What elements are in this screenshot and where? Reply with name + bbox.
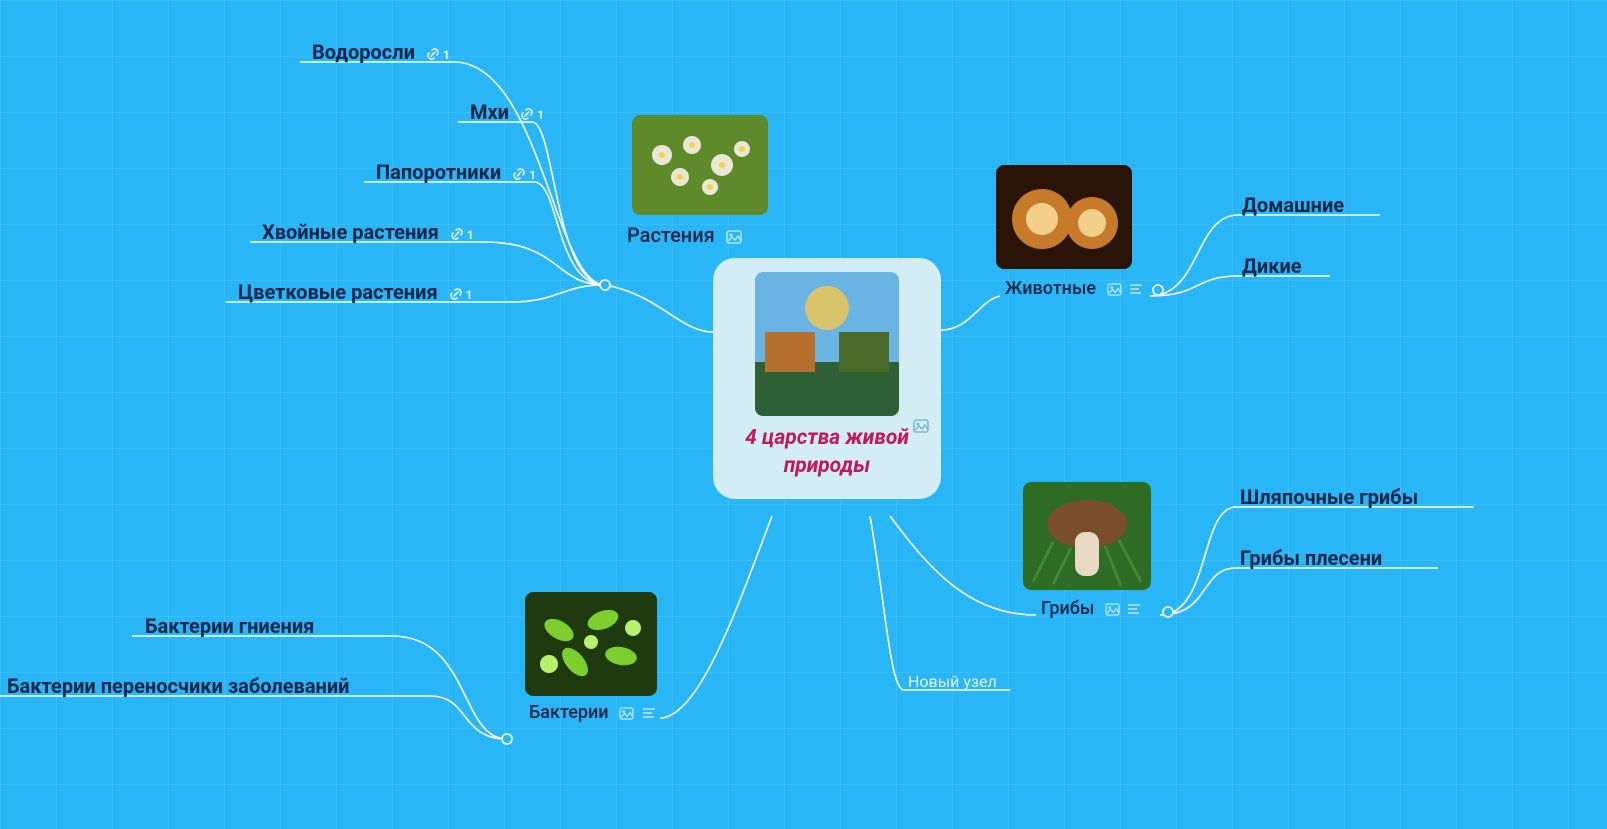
image-icon	[726, 230, 742, 244]
image-icon	[619, 707, 634, 720]
leaf-label: Бактерии переносчики заболеваний	[7, 674, 350, 698]
notes-icon	[1127, 603, 1141, 616]
animals-label: Животные	[1005, 278, 1096, 299]
count: 1	[537, 108, 544, 122]
fungi-image	[1023, 482, 1151, 590]
count: 1	[467, 228, 474, 242]
leaf-label: Дикие	[1242, 254, 1302, 278]
center-image	[755, 272, 899, 416]
animals-image	[996, 165, 1132, 269]
plants-child[interactable]: Водоросли 1	[312, 40, 450, 64]
fungi-node[interactable]: Грибы	[1041, 598, 1141, 619]
new-node-placeholder[interactable]: Новый узел	[908, 672, 997, 691]
animals-child[interactable]: Дикие	[1242, 254, 1302, 278]
plants-child[interactable]: Папоротники 1	[376, 160, 536, 184]
plants-child[interactable]: Хвойные растения 1	[262, 220, 474, 244]
leaf-label: Папоротники	[376, 160, 501, 184]
link-icon	[449, 287, 463, 301]
notes-icon	[1129, 283, 1143, 296]
leaf-label: Бактерии гниения	[145, 614, 314, 638]
leaf-label: Домашние	[1242, 193, 1344, 217]
center-title: 4 царства живойприроды	[745, 424, 909, 481]
bacteria-child[interactable]: Бактерии переносчики заболеваний	[7, 674, 350, 698]
fungi-child[interactable]: Грибы плесени	[1240, 546, 1382, 570]
new-node-label: Новый узел	[908, 672, 997, 691]
count: 1	[529, 168, 536, 182]
plants-label: Растения	[627, 223, 715, 247]
link-icon	[450, 227, 464, 241]
animals-child[interactable]: Домашние	[1242, 193, 1344, 217]
count: 1	[466, 288, 473, 302]
notes-icon	[642, 707, 656, 720]
image-icon	[913, 419, 929, 433]
plants-child[interactable]: Цветковые растения 1	[238, 280, 473, 304]
leaf-label: Цветковые растения	[238, 280, 438, 304]
leaf-label: Водоросли	[312, 40, 415, 64]
fungi-label: Грибы	[1041, 598, 1094, 619]
image-icon	[1107, 283, 1122, 296]
bacteria-child[interactable]: Бактерии гниения	[145, 614, 314, 638]
plants-node[interactable]: Растения	[627, 223, 742, 247]
leaf-label: Шляпочные грибы	[1240, 485, 1418, 509]
bacteria-image	[525, 592, 657, 696]
leaf-label: Грибы плесени	[1240, 546, 1382, 570]
leaf-label: Мхи	[470, 100, 509, 124]
link-icon	[426, 47, 440, 61]
plants-child[interactable]: Мхи 1	[470, 100, 544, 124]
plants-image	[632, 115, 768, 215]
image-icon	[1105, 603, 1120, 616]
fungi-child[interactable]: Шляпочные грибы	[1240, 485, 1418, 509]
animals-node[interactable]: Животные	[1005, 278, 1143, 299]
leaf-label: Хвойные растения	[262, 220, 439, 244]
count: 1	[443, 48, 450, 62]
link-icon	[512, 167, 526, 181]
bacteria-label: Бактерии	[529, 702, 609, 723]
center-node[interactable]: 4 царства живойприроды	[713, 258, 941, 499]
link-icon	[520, 107, 534, 121]
bacteria-node[interactable]: Бактерии	[529, 702, 656, 723]
